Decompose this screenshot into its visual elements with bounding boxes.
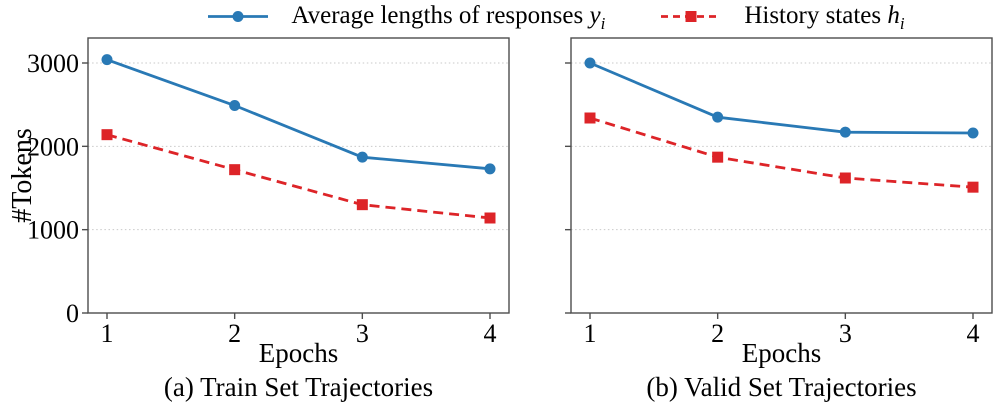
plot-frame (87, 37, 510, 314)
series-line (106, 133, 491, 220)
x-tick-label: 2 (228, 319, 241, 348)
y-tick-label: 1000 (27, 216, 79, 245)
data-point (484, 163, 496, 175)
data-point (484, 212, 496, 224)
legend-line-history-icon (661, 11, 722, 22)
data-point (101, 129, 113, 141)
legend-swatch-marker (685, 11, 697, 22)
legend-label-responses-text: Average lengths of responses (291, 2, 590, 29)
y-tick-label: 2000 (27, 132, 79, 161)
data-point (839, 172, 851, 184)
x-tick-label: 3 (356, 319, 369, 348)
data-point (356, 151, 368, 163)
x-tick-label: 2 (711, 319, 724, 348)
legend-item-history: History states hi (660, 1, 905, 33)
legend-swatch-marker (232, 11, 244, 22)
plot-frame (570, 37, 993, 314)
data-point (967, 127, 979, 139)
chart-legend: Average lengths of responses yi History … (0, 0, 996, 32)
x-tick-label: 1 (584, 319, 597, 348)
legend-item-responses: Average lengths of responses yi (207, 1, 606, 33)
series-line (589, 116, 974, 189)
caption-train: (a) Train Set Trajectories (163, 372, 434, 402)
legend-math-sub: i (899, 14, 905, 33)
y-tick-label: 0 (66, 299, 79, 328)
valid-chart-canvas: 1 2 3 4 (565, 37, 993, 348)
legend-math-var: h (887, 2, 900, 29)
data-point (229, 164, 241, 176)
data-point (356, 199, 368, 211)
train-chart-canvas: 0 1000 2000 3000 1 2 3 4 (27, 37, 510, 348)
x-axis-label-valid: Epochs (741, 338, 822, 368)
series-line (106, 58, 491, 171)
data-point (839, 126, 851, 138)
x-tick-label: 4 (967, 319, 980, 348)
data-point (712, 111, 724, 123)
legend-label-history-text: History states (744, 2, 888, 29)
legend-label-history: History states hi (744, 2, 905, 33)
data-point (229, 100, 241, 111)
legend-label-responses: Average lengths of responses yi (291, 2, 606, 33)
data-point (584, 112, 596, 124)
y-axis-label: #Tokens (7, 128, 38, 223)
y-tick-label: 3000 (27, 49, 79, 78)
x-tick-label: 1 (101, 319, 114, 348)
data-point (584, 57, 596, 69)
x-axis-label-train: Epochs (258, 338, 339, 368)
x-tick-label: 4 (484, 319, 497, 348)
series-line (589, 61, 974, 135)
data-point (967, 181, 979, 193)
legend-line-responses-icon (208, 11, 269, 22)
legend-math-var: y (589, 2, 601, 29)
data-point (101, 54, 113, 66)
data-point (712, 151, 724, 163)
legend-math-sub: i (600, 14, 606, 33)
x-tick-label: 3 (839, 319, 852, 348)
caption-valid: (b) Valid Set Trajectories (646, 372, 917, 402)
